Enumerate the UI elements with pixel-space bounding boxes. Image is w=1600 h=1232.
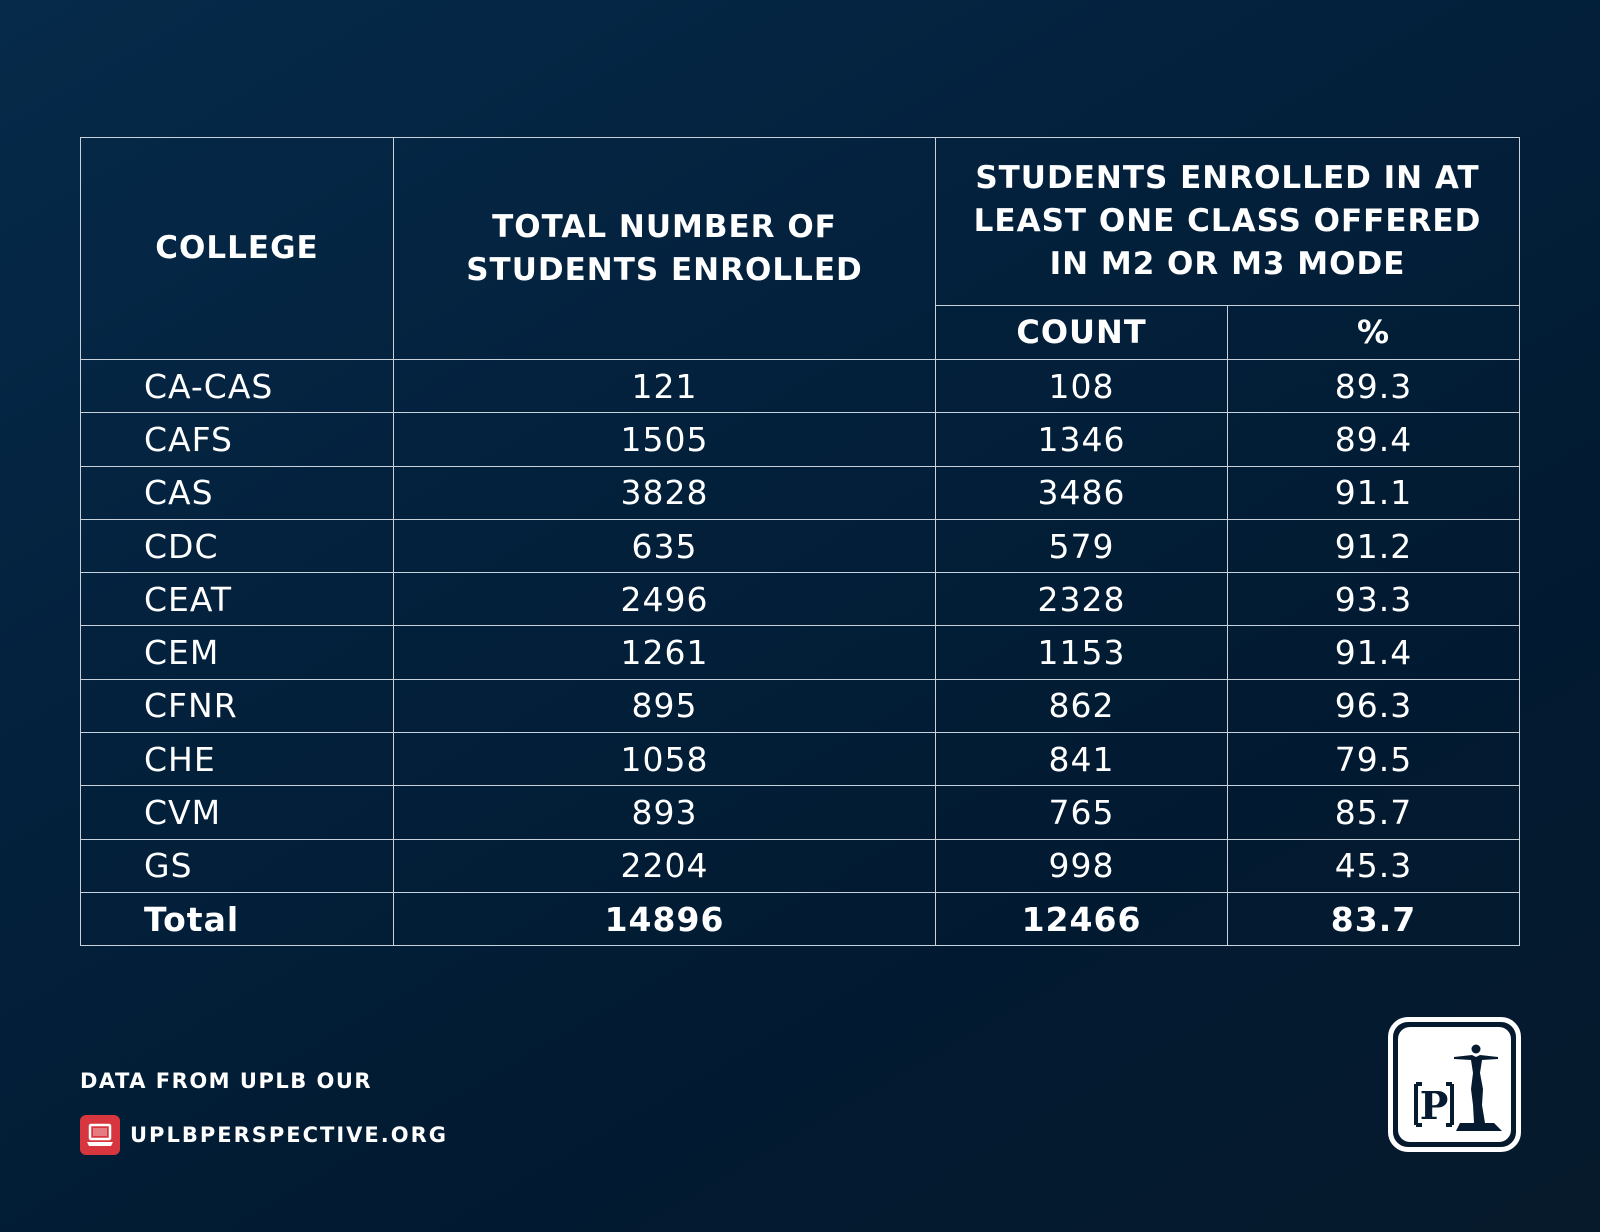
total-cell: 2204 xyxy=(393,838,936,893)
laptop-icon xyxy=(80,1115,120,1155)
total-percent-cell: 83.7 xyxy=(1227,891,1520,947)
header-m2-m3-enrolled: STUDENTS ENROLLED IN AT LEAST ONE CLASS … xyxy=(935,137,1520,306)
total-row: Total 14896 12466 83.7 xyxy=(80,891,1520,947)
total-cell: 2496 xyxy=(393,572,936,627)
college-cell: GS xyxy=(80,838,394,893)
percent-cell: 89.3 xyxy=(1227,358,1520,414)
total-enrolled-cell: 14896 xyxy=(393,891,936,947)
enrollment-table: COLLEGE TOTAL NUMBER OF STUDENTS ENROLLE… xyxy=(80,137,1520,947)
college-cell: CFNR xyxy=(80,678,394,734)
college-cell: CAFS xyxy=(80,412,394,467)
total-cell: 3828 xyxy=(393,465,936,520)
percent-cell: 79.5 xyxy=(1227,732,1520,787)
percent-cell: 89.4 xyxy=(1227,412,1520,467)
percent-cell: 45.3 xyxy=(1227,838,1520,893)
total-cell: 121 xyxy=(393,358,936,414)
website-credit: UPLBPERSPECTIVE.ORG xyxy=(80,1115,448,1155)
table-row: CA-CAS 121 108 89.3 xyxy=(80,358,1520,414)
table-row: CAFS 1505 1346 89.4 xyxy=(80,412,1520,467)
website-link[interactable]: UPLBPERSPECTIVE.ORG xyxy=(130,1123,448,1147)
table-row: CHE 1058 841 79.5 xyxy=(80,732,1520,787)
college-cell: CAS xyxy=(80,465,394,520)
total-cell: 1505 xyxy=(393,412,936,467)
count-cell: 841 xyxy=(935,732,1228,787)
percent-cell: 93.3 xyxy=(1227,572,1520,627)
total-cell: 1058 xyxy=(393,732,936,787)
count-cell: 108 xyxy=(935,358,1228,414)
college-cell: CDC xyxy=(80,518,394,574)
svg-text:P: P xyxy=(1420,1083,1449,1128)
header-college: COLLEGE xyxy=(80,137,394,360)
table-row: CFNR 895 862 96.3 xyxy=(80,678,1520,734)
count-cell: 579 xyxy=(935,518,1228,574)
total-cell: 895 xyxy=(393,678,936,734)
count-cell: 862 xyxy=(935,678,1228,734)
perspective-logo: P xyxy=(1388,1017,1521,1152)
table-row: CEM 1261 1153 91.4 xyxy=(80,625,1520,680)
header-count: COUNT xyxy=(935,305,1228,360)
count-cell: 765 xyxy=(935,785,1228,840)
percent-cell: 91.4 xyxy=(1227,625,1520,680)
college-cell: CEAT xyxy=(80,572,394,627)
percent-cell: 96.3 xyxy=(1227,678,1520,734)
total-label-cell: Total xyxy=(80,891,394,947)
table-row: CVM 893 765 85.7 xyxy=(80,785,1520,840)
college-cell: CVM xyxy=(80,785,394,840)
college-cell: CHE xyxy=(80,732,394,787)
percent-cell: 91.1 xyxy=(1227,465,1520,520)
header-total-enrolled: TOTAL NUMBER OF STUDENTS ENROLLED xyxy=(393,137,936,360)
table-row: CAS 3828 3486 91.1 xyxy=(80,465,1520,520)
total-cell: 893 xyxy=(393,785,936,840)
count-cell: 2328 xyxy=(935,572,1228,627)
table-row: CDC 635 579 91.2 xyxy=(80,518,1520,574)
percent-cell: 91.2 xyxy=(1227,518,1520,574)
college-cell: CEM xyxy=(80,625,394,680)
count-cell: 998 xyxy=(935,838,1228,893)
table-row: GS 2204 998 45.3 xyxy=(80,838,1520,893)
table-row: CEAT 2496 2328 93.3 xyxy=(80,572,1520,627)
count-cell: 1153 xyxy=(935,625,1228,680)
total-cell: 1261 xyxy=(393,625,936,680)
count-cell: 1346 xyxy=(935,412,1228,467)
count-cell: 3486 xyxy=(935,465,1228,520)
data-source-note: DATA FROM UPLB OUR xyxy=(80,1069,373,1093)
percent-cell: 85.7 xyxy=(1227,785,1520,840)
total-cell: 635 xyxy=(393,518,936,574)
oblation-logo-icon: P xyxy=(1414,1044,1502,1131)
college-cell: CA-CAS xyxy=(80,358,394,414)
header-percent: % xyxy=(1227,305,1520,360)
total-count-cell: 12466 xyxy=(935,891,1228,947)
